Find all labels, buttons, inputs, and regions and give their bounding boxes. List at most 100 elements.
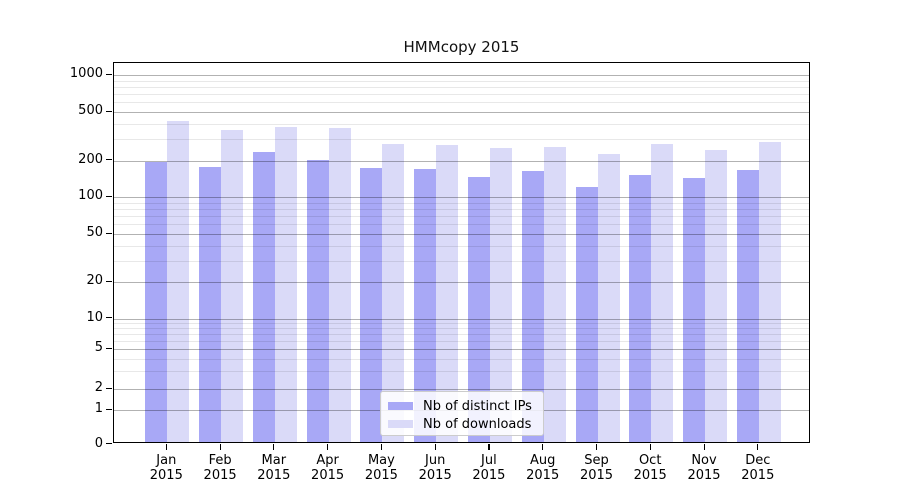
y-tick-mark (106, 280, 112, 282)
y-tick-mark (106, 408, 112, 410)
y-tick-label: 20 (86, 273, 103, 288)
major-gridline (114, 75, 809, 76)
legend-swatch-downloads (388, 420, 413, 428)
y-tick-mark (106, 347, 112, 349)
bar-downloads-nov (705, 150, 727, 442)
bar-downloads-oct (651, 143, 674, 442)
legend-label: Nb of distinct IPs (423, 398, 532, 414)
x-tick-label-jun: Jun 2015 (418, 453, 452, 483)
y-tick-mark (106, 317, 112, 319)
y-tick-label: 1 (94, 401, 103, 416)
x-tick-label-sep: Sep 2015 (579, 453, 614, 483)
bar-downloads-dec (758, 142, 781, 442)
major-gridline (114, 160, 809, 162)
bar-distinct-ips-may (360, 167, 383, 442)
minor-gridline (114, 94, 809, 95)
bar-distinct-ips-jan (145, 162, 168, 442)
legend-item-downloads: Nb of downloads (388, 415, 535, 433)
major-gridline (114, 318, 809, 320)
y-tick-mark (106, 110, 112, 112)
minor-gridline (114, 358, 809, 360)
bar-downloads-jun (436, 144, 459, 442)
minor-gridline (114, 371, 809, 373)
x-tick-label-oct: Oct 2015 (633, 453, 667, 483)
x-tick-mark (757, 443, 759, 450)
legend-item-distinct-ips: Nb of distinct IPs (388, 397, 535, 415)
major-gridline (114, 282, 809, 283)
bar-distinct-ips-mar (252, 151, 275, 442)
x-tick-label-dec: Dec 2015 (741, 453, 775, 483)
minor-gridline (114, 334, 809, 336)
bar-distinct-ips-jul (467, 177, 490, 442)
bar-distinct-ips-oct (629, 175, 652, 442)
y-tick-mark (106, 73, 112, 75)
minor-gridline (114, 323, 809, 325)
bar-distinct-ips-sep (575, 186, 598, 442)
y-tick-label: 2 (94, 380, 103, 395)
x-tick-mark (327, 443, 329, 450)
x-tick-mark (273, 443, 275, 450)
x-tick-label-apr: Apr 2015 (311, 453, 345, 483)
minor-gridline (114, 216, 809, 217)
x-tick-mark (434, 443, 436, 450)
bar-distinct-ips-jun (414, 168, 437, 442)
bar-downloads-mar (274, 126, 297, 442)
bar-distinct-ips-nov (683, 178, 705, 442)
y-tick-label: 50 (86, 225, 103, 240)
y-tick-label: 10 (86, 309, 103, 325)
x-tick-mark (703, 443, 705, 450)
y-tick-label: 500 (78, 103, 103, 118)
minor-gridline (114, 102, 809, 104)
y-tick-mark (106, 232, 112, 234)
y-tick-mark (106, 387, 112, 389)
x-tick-label-mar: Mar 2015 (257, 453, 291, 483)
bar-downloads-sep (597, 154, 620, 442)
x-tick-label-may: May 2015 (364, 453, 398, 483)
minor-gridline (114, 208, 809, 210)
legend: Nb of distinct IPs Nb of downloads (380, 391, 544, 436)
plot-area (113, 62, 810, 443)
y-tick-label: 5 (94, 340, 103, 355)
y-tick-mark (106, 195, 112, 197)
major-gridline (114, 234, 809, 235)
y-tick-label: 0 (94, 435, 103, 451)
x-tick-mark (219, 443, 221, 450)
x-tick-mark (488, 443, 490, 450)
minor-gridline (114, 328, 809, 330)
x-tick-mark (380, 443, 383, 450)
bar-downloads-aug (543, 147, 566, 442)
chart-title: HMMcopy 2015 (403, 38, 520, 56)
minor-gridline (114, 260, 809, 262)
bar-distinct-ips-feb (199, 166, 222, 442)
minor-gridline (114, 224, 809, 226)
y-tick-mark (106, 159, 112, 161)
bar-distinct-ips-dec (736, 170, 759, 442)
minor-gridline (114, 245, 809, 247)
x-tick-mark (165, 443, 167, 450)
minor-gridline (114, 341, 809, 342)
minor-gridline (114, 202, 809, 204)
minor-gridline (114, 139, 809, 140)
x-tick-mark (596, 443, 598, 450)
legend-swatch-ips (388, 402, 413, 410)
minor-gridline (114, 80, 809, 82)
major-gridline (114, 197, 809, 198)
bar-downloads-feb (221, 129, 244, 442)
x-tick-label-aug: Aug 2015 (526, 453, 560, 483)
y-tick-mark (106, 443, 112, 445)
y-tick-label: 1000 (69, 66, 103, 81)
y-tick-label: 100 (78, 188, 103, 203)
x-tick-label-jul: Jul 2015 (472, 453, 506, 483)
bar-downloads-jan (167, 121, 190, 442)
legend-label: Nb of downloads (423, 416, 532, 432)
bar-distinct-ips-aug (521, 171, 544, 442)
major-gridline (114, 112, 809, 113)
bar-downloads-apr (328, 128, 351, 442)
bar-downloads-jul (489, 147, 512, 442)
major-gridline (114, 389, 809, 390)
x-tick-mark (542, 443, 544, 450)
x-tick-label-feb: Feb 2015 (203, 453, 237, 483)
bar-downloads-may (382, 144, 405, 442)
y-tick-label: 200 (78, 151, 103, 167)
